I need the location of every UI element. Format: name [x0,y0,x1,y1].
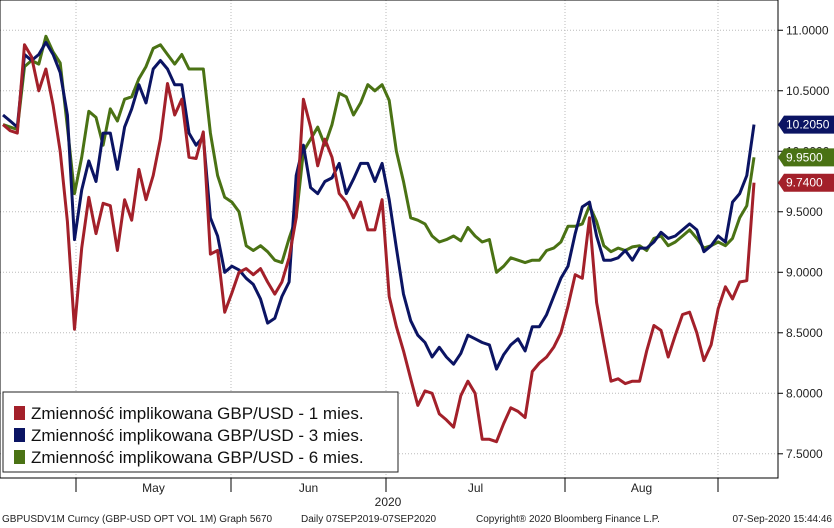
footer-ticker: GBPUSDV1M Curncy (GBP-USD OPT VOL 1M) Gr… [2,514,273,525]
y-tick-label: 7.5000 [786,447,823,461]
legend: Zmienność implikowana GBP/USD - 1 mies. Z… [2,391,399,473]
last-value-badge [778,148,834,167]
x-tick-label: Aug [631,481,652,495]
series-line [2,40,756,371]
last-value-label: 10.2050 [786,118,830,132]
x-axis: May Jun Jul Aug [75,478,719,495]
last-value-label: 9.9500 [786,150,823,164]
series-lines [2,34,756,444]
y-tick-label: 8.5000 [786,326,823,340]
y-tick-label: 10.5000 [786,84,830,98]
legend-swatch [14,406,25,420]
footer-copyright: Copyright® 2020 Bloomberg Finance L.P. [476,514,660,525]
plot-frame [0,0,779,479]
series-line [2,34,756,274]
y-tick-label: 8.0000 [786,386,823,400]
legend-entry: Zmienność implikowana GBP/USD - 1 mies. [31,404,364,423]
x-tick-label: Jun [299,481,318,495]
last-value-badges: 9.7400 10.2050 9.9500 [778,115,834,192]
series-line [2,43,756,444]
year-label: 2020 [375,495,402,509]
x-tick-label: May [142,481,165,495]
y-tick-label: 9.5000 [786,205,823,219]
y-tick-label: 9.0000 [786,265,823,279]
x-tick-label: Jul [468,481,483,495]
footer-date-range: Daily 07SEP2019-07SEP2020 [301,514,437,525]
last-value-badge [778,115,834,134]
legend-box [2,391,399,473]
footer-timestamp: 07-Sep-2020 15:44:46 [732,514,832,525]
last-value-label: 9.7400 [786,176,823,190]
legend-entry: Zmienność implikowana GBP/USD - 6 mies. [31,448,364,467]
last-value-badge [778,173,834,192]
y-axis: 7.50008.00008.50009.00009.500010.000010.… [778,23,830,461]
legend-entry: Zmienność implikowana GBP/USD - 3 mies. [31,426,364,445]
legend-swatch [14,450,25,464]
y-tick-label: 11.0000 [786,23,829,37]
legend-swatch [14,428,25,442]
